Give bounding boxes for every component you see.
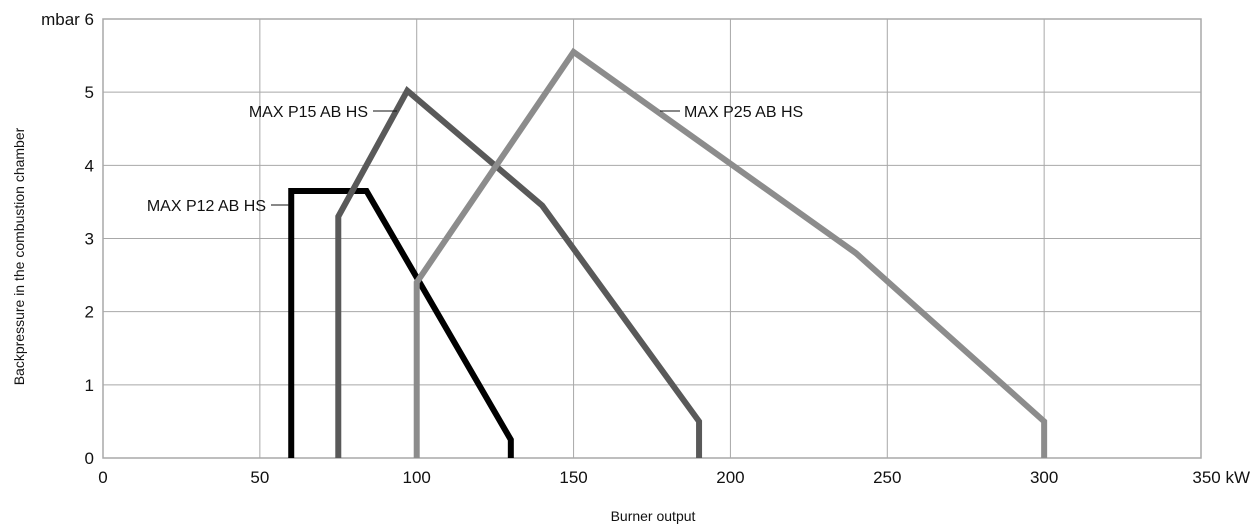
y-tick-label: 1 [85, 376, 94, 395]
x-tick-label: 150 [559, 468, 587, 487]
x-tick-label: 50 [250, 468, 269, 487]
x-axis-title: Burner output [611, 508, 696, 524]
y-tick-label: 5 [85, 83, 94, 102]
y-tick-label: 2 [85, 303, 94, 322]
x-tick-label: 100 [403, 468, 431, 487]
series-labels: MAX P12 AB HS MAX P15 AB HS MAX P25 AB HS [147, 104, 803, 215]
series-line-2 [335, 86, 703, 458]
series-label-2: MAX P15 AB HS [249, 104, 368, 121]
x-tick-label-last: 350 kW [1192, 468, 1250, 487]
grid-lines [103, 19, 1201, 458]
x-tick-label: 0 [98, 468, 107, 487]
tick-labels: 0 50 100 150 200 250 300 350 kW 0 1 2 3 4 5 mbar 6 [41, 10, 1250, 487]
x-tick-label: 300 [1030, 468, 1058, 487]
series-line-3 [413, 47, 1048, 458]
x-tick-label: 200 [716, 468, 744, 487]
y-axis-title: Backpressure in the combustion chamber [11, 127, 27, 385]
series-label-1: MAX P12 AB HS [147, 198, 266, 215]
series-label-3: MAX P25 AB HS [684, 104, 803, 121]
series-line-1 [288, 187, 514, 458]
y-tick-label: 0 [85, 449, 94, 468]
y-tick-label: 4 [85, 156, 94, 175]
x-tick-label: 250 [873, 468, 901, 487]
plot-frame [102, 18, 1202, 459]
y-tick-label-last: mbar 6 [41, 10, 94, 29]
series-lines [288, 47, 1048, 458]
y-tick-label: 3 [85, 230, 94, 249]
